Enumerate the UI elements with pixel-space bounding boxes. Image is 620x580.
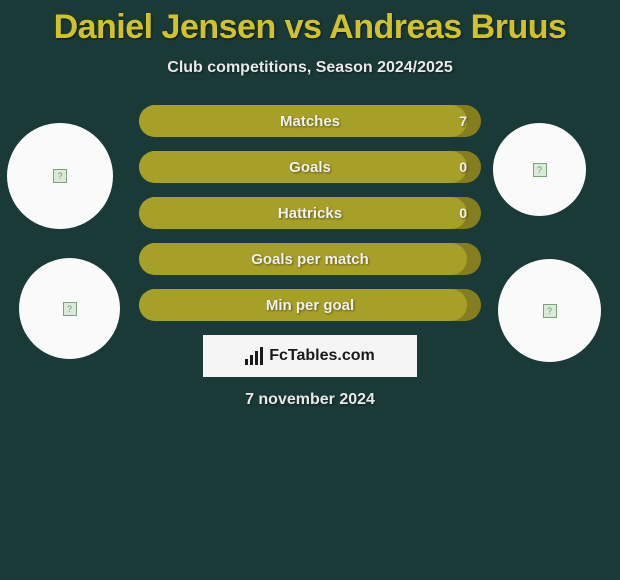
stat-bar-label: Goals per match xyxy=(251,251,369,268)
stat-bar-label: Hattricks xyxy=(278,205,342,222)
stat-bar: Goals per match xyxy=(139,243,481,275)
stat-bar-value: 0 xyxy=(459,205,467,221)
brand-text: FcTables.com xyxy=(269,347,375,365)
stat-bar-label: Goals xyxy=(289,159,331,176)
brand-badge: FcTables.com xyxy=(203,335,417,377)
stats-area: Matches 7 Goals 0 Hattricks 0 Goals per match M… xyxy=(0,105,620,409)
stat-bar: Matches 7 xyxy=(139,105,481,137)
subtitle: Club competitions, Season 2024/2025 xyxy=(0,59,620,77)
date-text: 7 november 2024 xyxy=(0,391,620,409)
brand-chart-icon xyxy=(245,347,263,365)
stat-bar: Min per goal xyxy=(139,289,481,321)
stat-bar: Goals 0 xyxy=(139,151,481,183)
stat-bar-value: 0 xyxy=(459,159,467,175)
page-title: Daniel Jensen vs Andreas Bruus xyxy=(0,0,620,47)
stat-bar-label: Matches xyxy=(280,113,340,130)
stat-bars: Matches 7 Goals 0 Hattricks 0 Goals per match M… xyxy=(139,105,481,321)
stat-bar-label: Min per goal xyxy=(266,297,354,314)
stat-bar: Hattricks 0 xyxy=(139,197,481,229)
stat-bar-value: 7 xyxy=(459,113,467,129)
